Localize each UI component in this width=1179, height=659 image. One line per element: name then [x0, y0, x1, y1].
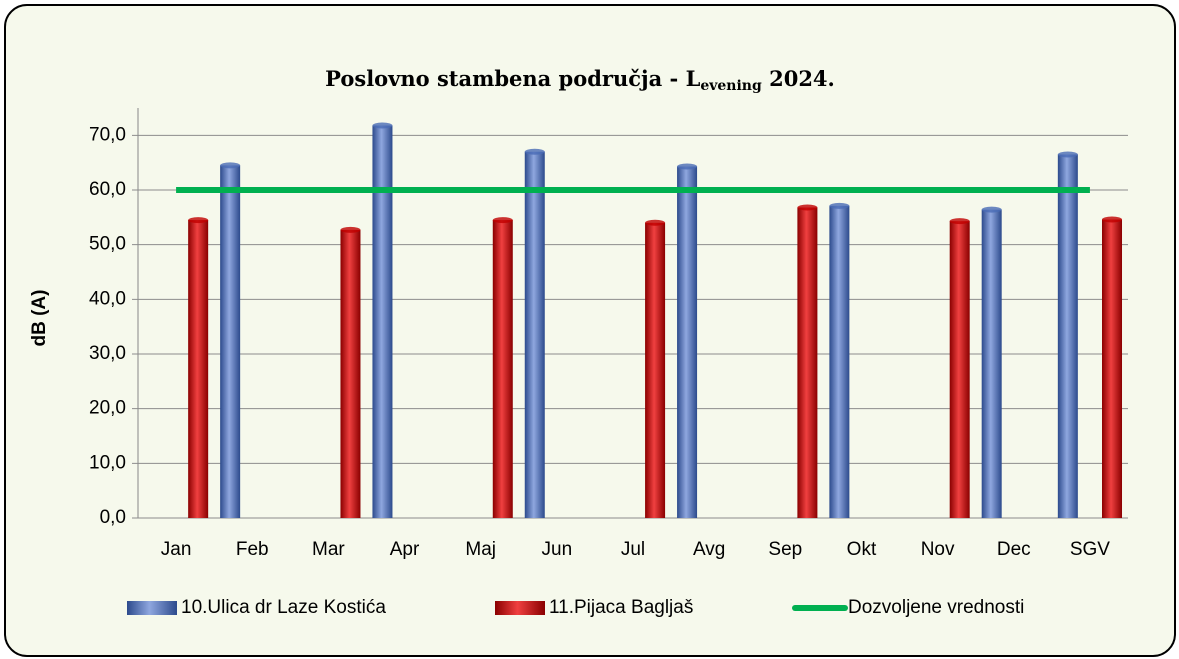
y-tick-label: 30,0 — [89, 343, 126, 364]
bar-cap — [1102, 216, 1123, 223]
bar — [492, 220, 513, 519]
x-tick-label: Feb — [236, 539, 269, 560]
bar — [677, 166, 698, 518]
x-tick-label: Jan — [161, 539, 192, 560]
x-tick-label: Dec — [997, 539, 1031, 560]
bar — [1102, 219, 1123, 518]
x-tick-label: Apr — [390, 539, 420, 560]
x-tick-label: Mar — [312, 539, 345, 560]
bar — [372, 125, 393, 518]
bar — [829, 205, 850, 518]
bar — [645, 222, 666, 519]
legend-swatch — [495, 601, 545, 615]
x-tick-label: Jul — [621, 539, 645, 560]
bar-cap — [1057, 151, 1078, 158]
bar-cap — [372, 122, 393, 129]
x-tick-label: Avg — [693, 539, 725, 560]
y-tick-label: 50,0 — [89, 234, 126, 255]
bar-cap — [188, 217, 209, 224]
legend-label: 11.Pijaca Bagljaš — [549, 597, 693, 618]
y-tick-label: 0,0 — [100, 507, 126, 528]
bar — [524, 151, 545, 518]
bar — [220, 165, 241, 518]
y-tick-label: 40,0 — [89, 288, 126, 309]
x-tick-label: Okt — [847, 539, 877, 560]
x-tick-label: SGV — [1070, 539, 1110, 560]
bar — [949, 221, 970, 518]
bar — [797, 207, 818, 518]
bar — [1057, 154, 1078, 518]
bar-cap — [220, 162, 241, 169]
x-tick-label: Sep — [768, 539, 802, 560]
bar — [188, 220, 209, 519]
bar-cap — [524, 148, 545, 155]
y-tick-label: 60,0 — [89, 179, 126, 200]
bar-cap — [492, 217, 513, 224]
y-axis-label: dB (A) — [29, 290, 50, 347]
bar — [981, 209, 1002, 518]
bar-cap — [981, 206, 1002, 213]
chart-title: Poslovno stambena područja - Levening 20… — [325, 66, 835, 95]
bar-cap — [949, 218, 970, 225]
bar-cap — [677, 163, 698, 170]
legend-swatch — [127, 601, 177, 615]
y-tick-label: 20,0 — [89, 398, 126, 419]
x-tick-label: Jun — [542, 539, 573, 560]
bar-cap — [829, 202, 850, 209]
x-tick-label: Nov — [921, 539, 955, 560]
bar — [340, 229, 361, 518]
chart-frame — [4, 4, 1176, 657]
legend-label: 10.Ulica dr Laze Kostića — [181, 597, 386, 618]
x-tick-label: Maj — [465, 539, 496, 560]
bar-cap — [340, 226, 361, 233]
y-tick-label: 10,0 — [89, 452, 126, 473]
legend-label: Dozvoljene vrednosti — [848, 597, 1024, 618]
y-tick-label: 70,0 — [89, 124, 126, 145]
bar-cap — [797, 204, 818, 211]
bar-cap — [645, 219, 666, 226]
